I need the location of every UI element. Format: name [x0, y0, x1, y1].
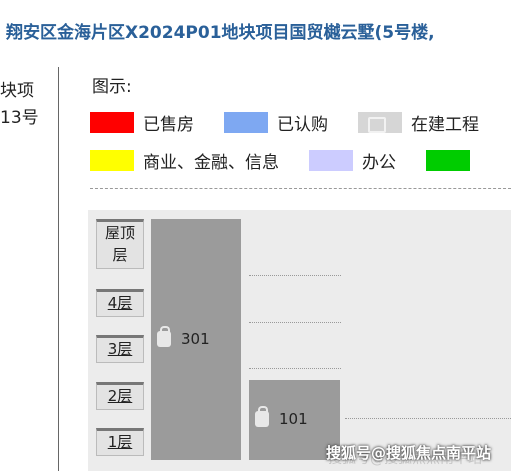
page-title: 翔安区金海片区X2024P01地块项目国贸樾云墅(5号楼,: [6, 23, 435, 43]
row-divider: [345, 418, 511, 419]
legend-swatch-green: [426, 149, 470, 171]
watermark-shadow: 搜狐号@搜狐焦点南平站: [328, 451, 482, 467]
lock-icon: [157, 326, 171, 347]
lock-icon: [255, 406, 269, 427]
unit-101-label[interactable]: 101: [255, 406, 308, 428]
legend-swatch-commercial: [90, 149, 134, 171]
legend-label-office: 办公: [362, 152, 396, 173]
floor-4-button[interactable]: 4层: [96, 289, 144, 317]
legend-label-under-construction: 在建工程: [411, 114, 479, 135]
floor-2-button[interactable]: 2层: [96, 382, 144, 410]
building-info-line1: 块项: [0, 81, 34, 101]
unit-number: 101: [279, 410, 308, 428]
watermark: 搜狐号@搜狐焦点南平站: [326, 444, 492, 462]
floor-roof-label: 屋顶层: [105, 224, 136, 264]
row-divider: [249, 368, 341, 369]
legend-swatch-office: [309, 149, 353, 171]
legend-label-subscribed: 已认购: [277, 114, 328, 135]
unit-number: 301: [181, 330, 210, 348]
vertical-divider: [58, 67, 59, 471]
floor-3-button[interactable]: 3层: [96, 335, 144, 363]
legend-row-1: 已售房 已认购 在建工程: [90, 110, 509, 135]
row-divider: [249, 275, 341, 276]
building-info-line2: 13号: [0, 108, 39, 128]
legend-label-sold: 已售房: [143, 114, 194, 135]
legend-swatch-under-construction: [358, 111, 402, 133]
legend-divider: [90, 188, 511, 189]
legend-label-commercial: 商业、金融、信息: [143, 152, 279, 173]
floor-1-button[interactable]: 1层: [96, 428, 144, 456]
legend-row-2: 商业、金融、信息 办公: [90, 148, 479, 173]
row-divider: [249, 322, 341, 323]
legend-swatch-subscribed: [224, 111, 268, 133]
floor-roof-button[interactable]: 屋顶层: [96, 219, 144, 269]
legend-swatch-sold: [90, 111, 134, 133]
building-info: 块项 13号: [0, 78, 39, 132]
unit-301-label[interactable]: 301: [157, 326, 210, 348]
legend-title: 图示:: [92, 77, 132, 97]
